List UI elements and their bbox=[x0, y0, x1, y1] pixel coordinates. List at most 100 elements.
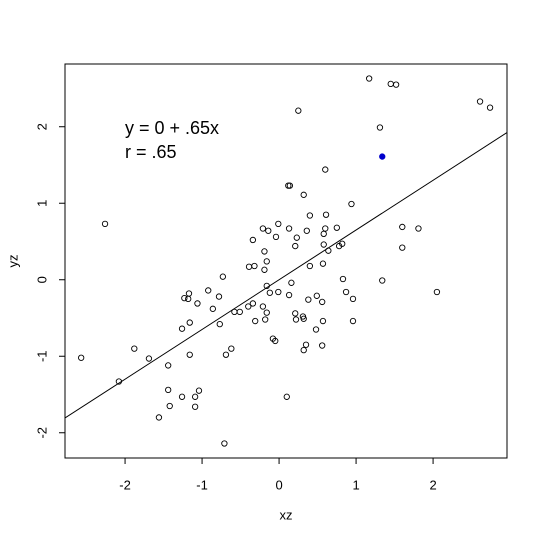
point bbox=[366, 75, 373, 82]
point bbox=[259, 225, 267, 232]
point bbox=[275, 288, 282, 296]
point bbox=[320, 241, 327, 248]
point bbox=[195, 387, 203, 394]
point bbox=[335, 242, 343, 250]
point bbox=[322, 166, 329, 173]
point bbox=[312, 326, 320, 333]
point bbox=[286, 182, 294, 189]
y-axis-label: yz bbox=[5, 255, 20, 268]
point bbox=[292, 310, 299, 317]
point bbox=[178, 325, 186, 332]
point bbox=[288, 279, 295, 286]
point bbox=[300, 315, 307, 322]
point bbox=[78, 354, 85, 361]
point bbox=[319, 317, 327, 325]
x-tick-label: 2 bbox=[429, 477, 436, 492]
point bbox=[266, 289, 273, 296]
point bbox=[399, 244, 406, 251]
point bbox=[415, 225, 422, 232]
point bbox=[101, 220, 109, 228]
point bbox=[155, 414, 163, 421]
point bbox=[165, 386, 172, 394]
point bbox=[191, 403, 199, 410]
x-axis-label: xz bbox=[280, 507, 293, 522]
point bbox=[348, 200, 355, 208]
point bbox=[349, 295, 357, 303]
point bbox=[261, 248, 268, 255]
y-tick-label: 0 bbox=[34, 276, 49, 283]
point bbox=[325, 247, 332, 254]
point bbox=[245, 303, 252, 310]
point bbox=[300, 346, 307, 354]
point bbox=[228, 345, 235, 352]
point bbox=[178, 393, 186, 400]
x-tick-label: -2 bbox=[119, 477, 131, 492]
point bbox=[322, 211, 330, 218]
point bbox=[302, 341, 310, 348]
point bbox=[145, 355, 153, 362]
point bbox=[476, 98, 484, 105]
point bbox=[272, 233, 280, 241]
point bbox=[387, 80, 394, 88]
point bbox=[222, 351, 230, 358]
point bbox=[433, 288, 441, 296]
point bbox=[275, 220, 282, 228]
point bbox=[115, 378, 123, 385]
point bbox=[236, 308, 243, 316]
point bbox=[313, 292, 320, 299]
x-tick-label: 0 bbox=[275, 477, 282, 492]
point bbox=[342, 288, 350, 296]
y-tick-label: 2 bbox=[34, 123, 49, 130]
point bbox=[263, 258, 270, 265]
point bbox=[131, 345, 138, 352]
point bbox=[251, 262, 258, 270]
point bbox=[333, 224, 340, 231]
x-tick-label: 1 bbox=[352, 477, 359, 492]
point bbox=[339, 275, 347, 283]
point bbox=[283, 393, 290, 400]
point bbox=[186, 351, 193, 358]
point bbox=[319, 298, 326, 306]
x-tick-label: -1 bbox=[196, 477, 208, 492]
point bbox=[319, 342, 326, 349]
point bbox=[320, 230, 327, 237]
point bbox=[262, 316, 269, 323]
point bbox=[215, 293, 223, 300]
point bbox=[285, 291, 293, 299]
point bbox=[306, 212, 314, 219]
point bbox=[486, 104, 494, 111]
equation-annotation: y = 0 + .65x bbox=[125, 118, 219, 138]
point bbox=[392, 81, 400, 88]
point bbox=[209, 305, 216, 312]
plot-area bbox=[65, 75, 507, 447]
y-tick-label: -2 bbox=[34, 427, 49, 439]
point bbox=[166, 402, 173, 410]
point bbox=[261, 266, 268, 273]
point bbox=[376, 124, 384, 131]
point bbox=[292, 316, 300, 323]
point bbox=[249, 236, 257, 244]
highlighted-point bbox=[379, 153, 386, 160]
point bbox=[399, 223, 406, 231]
point bbox=[319, 260, 327, 267]
plot-frame bbox=[64, 63, 508, 459]
point bbox=[263, 309, 270, 316]
point bbox=[191, 393, 199, 400]
point bbox=[221, 440, 228, 447]
point bbox=[231, 308, 238, 316]
point bbox=[322, 225, 329, 232]
point bbox=[303, 227, 310, 234]
point bbox=[300, 191, 307, 198]
point bbox=[295, 107, 302, 114]
regression-line bbox=[65, 132, 507, 419]
point bbox=[305, 296, 312, 303]
point bbox=[185, 290, 193, 297]
point bbox=[181, 294, 188, 302]
point bbox=[259, 303, 267, 310]
point bbox=[379, 277, 386, 284]
point bbox=[349, 317, 357, 325]
point bbox=[194, 300, 201, 307]
point bbox=[265, 227, 272, 234]
point bbox=[306, 262, 314, 270]
